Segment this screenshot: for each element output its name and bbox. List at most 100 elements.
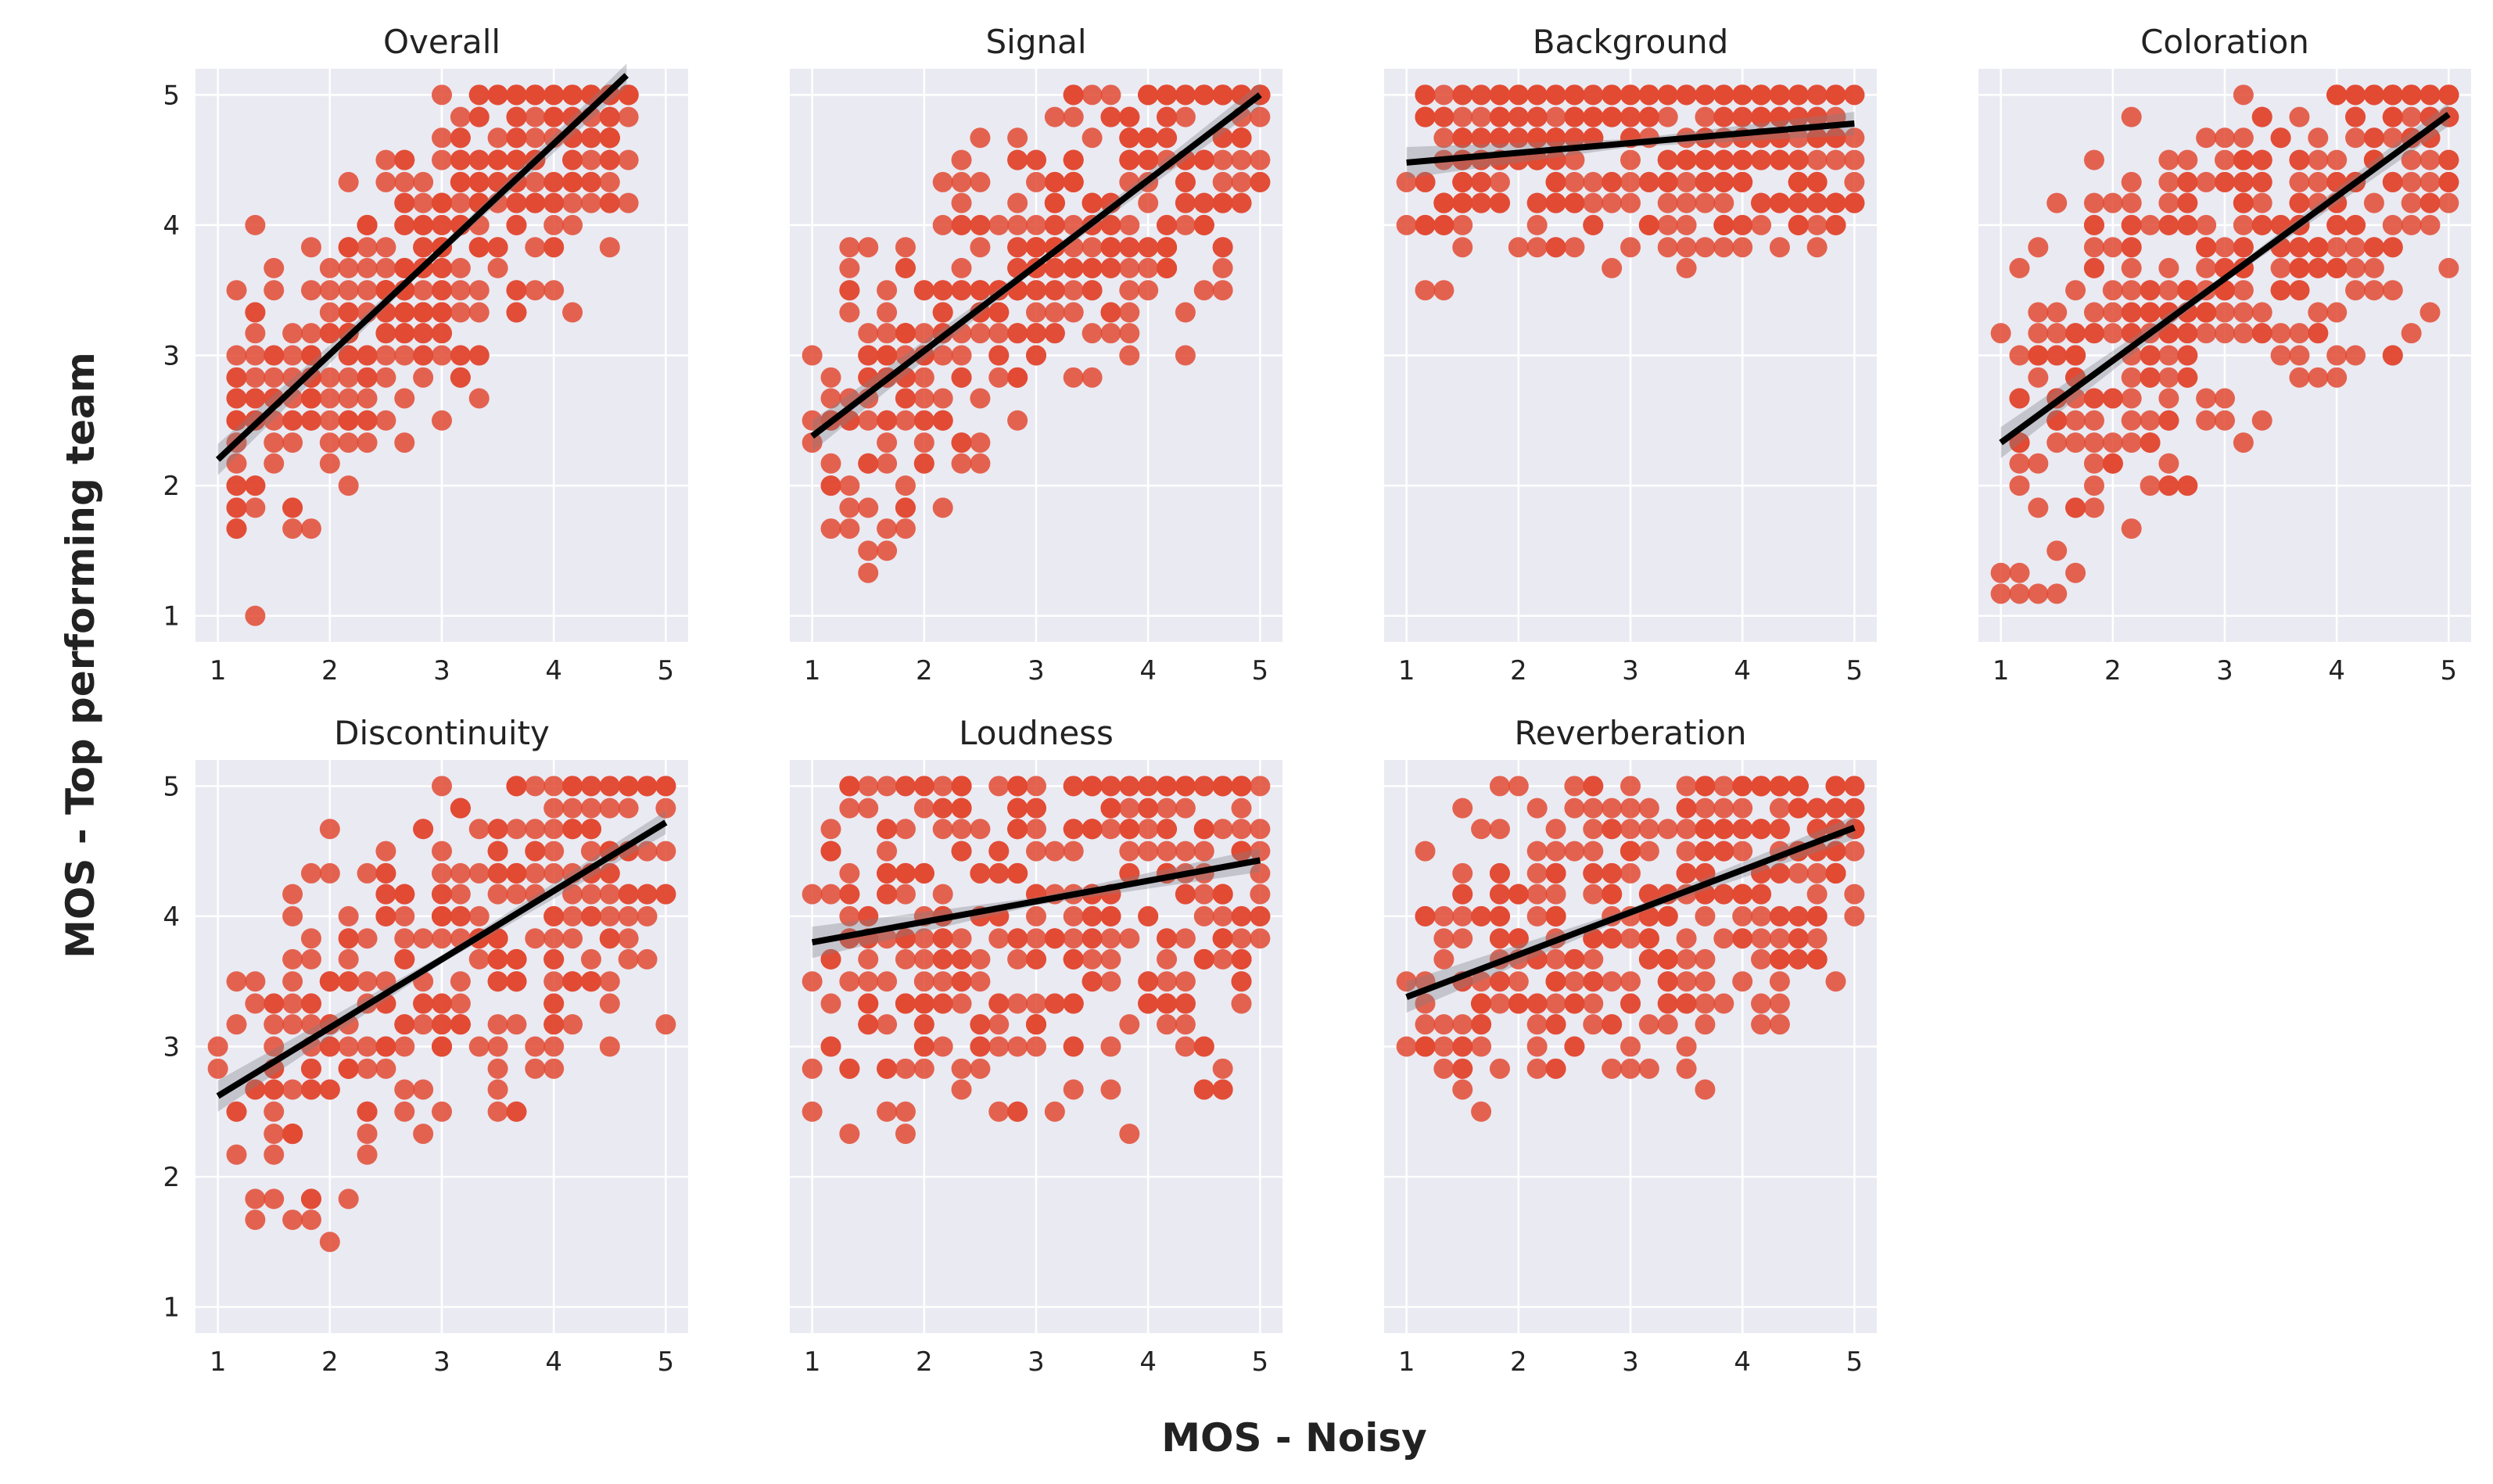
data-point <box>2326 214 2348 235</box>
y-tick-label: 3 <box>163 1032 180 1063</box>
data-point <box>1806 905 1828 927</box>
data-point <box>1193 280 1214 301</box>
data-point <box>1157 214 1178 235</box>
data-point <box>839 884 860 905</box>
data-point <box>1119 819 1140 840</box>
data-point <box>413 819 434 840</box>
data-point <box>2158 367 2179 388</box>
data-point <box>1119 841 1140 862</box>
data-point <box>338 367 359 388</box>
data-point <box>1081 127 1103 149</box>
data-point <box>525 280 546 301</box>
data-point <box>1583 948 1604 970</box>
data-point <box>245 605 266 626</box>
data-point <box>1175 84 1196 106</box>
data-point <box>1433 1014 1455 1035</box>
x-tick-label: 1 <box>804 1346 821 1378</box>
data-point <box>895 257 916 278</box>
data-point <box>1676 171 1697 192</box>
data-point <box>2326 149 2348 170</box>
data-point <box>1007 410 1028 431</box>
data-point <box>895 776 916 797</box>
data-point <box>1713 841 1734 862</box>
data-point <box>1769 905 1790 927</box>
data-point <box>1564 237 1585 258</box>
data-point <box>2233 432 2254 453</box>
data-point <box>226 497 247 518</box>
data-point <box>2121 302 2142 323</box>
data-point <box>1157 257 1178 278</box>
data-point <box>1193 884 1214 905</box>
data-point <box>226 1014 247 1035</box>
data-point <box>2215 323 2235 344</box>
data-point <box>450 367 471 388</box>
data-point <box>2065 562 2086 583</box>
data-point <box>1806 819 1828 840</box>
data-point <box>1157 971 1178 992</box>
data-point <box>1695 798 1716 819</box>
data-point <box>264 367 285 388</box>
data-point <box>1063 367 1084 388</box>
data-point <box>1564 171 1585 192</box>
data-point <box>468 171 490 192</box>
data-point <box>1119 127 1140 149</box>
data-point <box>1751 993 1772 1014</box>
data-point <box>207 1058 228 1079</box>
data-point <box>951 192 972 213</box>
data-point <box>802 971 823 992</box>
data-point <box>432 1014 452 1035</box>
data-point <box>970 323 991 344</box>
data-point <box>2326 84 2348 106</box>
data-point <box>1026 280 1046 301</box>
x-tick-label: 5 <box>658 655 675 686</box>
data-point <box>1508 928 1529 949</box>
x-tick-label: 2 <box>1510 1346 1527 1378</box>
data-point <box>1433 948 1455 970</box>
data-point <box>1806 928 1828 949</box>
data-point <box>562 84 583 106</box>
data-point <box>413 302 434 323</box>
data-point <box>580 149 601 170</box>
data-point <box>1157 776 1178 797</box>
data-point <box>1508 971 1529 992</box>
data-point <box>1732 214 1753 235</box>
data-point <box>300 1079 321 1100</box>
data-point <box>2009 345 2030 366</box>
data-point <box>839 257 860 278</box>
data-point <box>1193 192 1214 213</box>
data-point <box>988 323 1010 344</box>
data-point <box>432 928 452 949</box>
data-point <box>357 1101 378 1122</box>
data-point <box>2177 149 2198 170</box>
data-point <box>1788 149 1809 170</box>
data-point <box>1452 884 1473 905</box>
data-point <box>413 280 434 301</box>
data-point <box>2289 106 2310 127</box>
data-point <box>2009 453 2030 474</box>
data-point <box>2382 84 2403 106</box>
data-point <box>1231 84 1252 106</box>
data-point <box>450 798 471 819</box>
data-point <box>858 562 879 583</box>
x-tick-label: 3 <box>1622 655 1639 686</box>
data-point <box>2345 84 2366 106</box>
data-point <box>1007 367 1028 388</box>
data-point <box>1769 776 1790 797</box>
data-point <box>820 841 841 862</box>
data-point <box>282 1210 303 1231</box>
data-point <box>1081 971 1103 992</box>
data-point <box>932 497 953 518</box>
data-point <box>226 345 247 366</box>
data-point <box>2438 84 2459 106</box>
data-point <box>637 948 658 970</box>
data-point <box>2251 106 2272 127</box>
data-point <box>357 214 378 235</box>
data-point <box>637 776 658 797</box>
data-point <box>506 1014 527 1035</box>
data-point <box>562 302 583 323</box>
x-tick-label: 2 <box>1510 655 1527 686</box>
data-point <box>1508 84 1529 106</box>
data-point <box>599 171 620 192</box>
data-point <box>432 302 452 323</box>
data-point <box>1990 562 2011 583</box>
